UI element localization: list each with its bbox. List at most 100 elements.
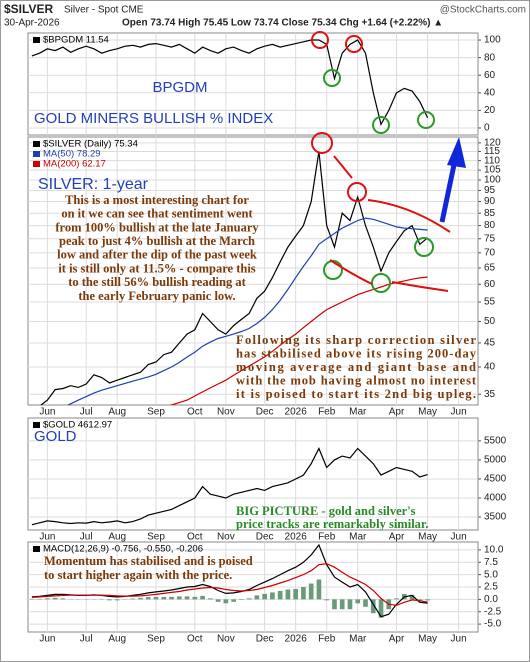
y-tick-label: 50 [484,316,496,327]
x-tick-label: May [418,407,437,418]
y-tick-label: 7.5 [484,557,498,568]
legend-swatch [33,37,40,43]
histogram-bar [409,594,415,600]
y-tick-label: 2.5 [484,582,498,593]
x-tick-label: Aug [108,634,126,645]
trend-line [329,259,449,292]
annotation: BPGDM [152,79,207,96]
highlight-circle [347,182,367,202]
comment-line: to the still 56% bullish reading at [68,275,246,289]
y-tick-label: 80 [484,220,496,231]
x-tick-label: Jun [451,532,467,543]
y-tick-label: 110 [484,155,500,166]
legend-swatch [33,422,40,428]
x-tick-label: May [418,532,437,543]
y-tick-label: 5000 [484,455,507,466]
series-line [31,447,428,526]
series-line [66,217,428,405]
comment-line: it is poised to start its 2nd big upleg. [236,387,476,401]
y-tick-label: 95 [484,185,496,196]
legend-swatch [33,141,40,147]
comment-line: Following its sharp correction silver [236,333,476,347]
y-tick-label: 45 [484,338,496,349]
x-tick-label: 2026 [285,532,308,543]
highlight-circle [417,111,435,129]
legend-label: $BPGDM 11.54 [43,35,109,46]
symbol: $SILVER [4,2,53,16]
x-tick-label: Feb [318,407,336,418]
trend-line [367,199,451,233]
x-tick-label: Oct [187,532,203,543]
x-tick-label: Aug [108,407,126,418]
x-tick-label: Jun [39,407,55,418]
x-tick-label: Dec [256,532,274,543]
panel-frame [27,136,479,406]
y-tick-label: 10.0 [484,545,504,556]
histogram-bar [425,599,430,601]
x-tick-label: Nov [217,407,235,418]
histogram-bar [138,597,143,600]
histogram-bar [378,599,384,618]
x-tick-label: Oct [187,407,203,418]
histogram-bar [192,596,198,600]
histogram-bar [130,598,136,600]
x-tick-label: 2026 [285,407,308,418]
panel-frame [27,417,479,531]
y-tick-label: 115 [484,146,500,157]
histogram-bar [215,599,221,602]
comment-line: on it we can see that sentiment went [61,207,253,221]
comment-line: it is still only at 11.5% - compare this [58,261,255,275]
histogram-bar [208,598,213,600]
x-tick-label: Apr [389,634,405,645]
comment-line: with the mob having almost no interest [236,373,477,387]
legend-swatch [33,151,40,157]
x-tick-label: Nov [217,532,235,543]
histogram-bar [355,599,361,604]
annotation: SILVER: 1-year [38,176,149,193]
y-tick-label: 60 [484,279,496,290]
histogram-bar [184,596,190,600]
comment-line: from 100% bullish at the late January [55,220,259,234]
x-tick-label: Jun [39,634,55,645]
x-tick-label: Jul [80,532,93,543]
y-tick-label: 100 [484,35,501,46]
arrow-shaft [439,159,458,223]
histogram-bar [161,596,167,600]
comment-line: BIG PICTURE - gold and silver's [236,504,416,518]
y-tick-label: 120 [484,138,501,149]
x-tick-label: Jun [451,634,467,645]
quote: Open 73.74 High 75.45 Low 73.74 Close 75… [122,18,443,29]
histogram-bar [60,598,66,600]
series-line [169,276,428,405]
histogram-bar [246,598,252,600]
y-tick-label: 5.0 [484,569,498,580]
legend-label: $SILVER (Daily) 75.34 [43,139,138,150]
histogram-bar [394,598,399,600]
y-tick-label: 60 [484,70,496,81]
y-tick-label: 0 [484,123,490,134]
comment-line: low and after the dip of the past week [57,248,257,262]
annotation: GOLD [34,428,77,445]
x-tick-label: Dec [256,407,274,418]
histogram-bar [114,599,120,601]
histogram-bar [254,595,260,600]
x-tick-label: Dec [256,634,274,645]
x-tick-label: Feb [318,634,336,645]
histogram-bar [52,597,58,600]
histogram-bar [324,599,330,601]
comment-line: moving average and giant base and [236,360,476,374]
x-tick-label: Jul [80,407,93,418]
histogram-bar [301,587,306,600]
histogram-bar [145,597,151,600]
comment-line: has stabilised above its rising 200-day [236,346,477,360]
comment-line: the early February panic low. [78,289,235,303]
x-tick-label: Sep [147,634,165,645]
trend-line [333,155,353,179]
annotation-layer: BPGDM GOLD MINERS BULLISH % INDEX SILVER… [34,31,477,582]
histogram-bar [45,598,50,600]
y-tick-label: 65 [484,263,496,274]
x-tick-label: Apr [389,407,405,418]
y-tick-label: 55 [484,297,496,308]
comment-line: peak to just 4% bullish at the March [59,234,255,248]
